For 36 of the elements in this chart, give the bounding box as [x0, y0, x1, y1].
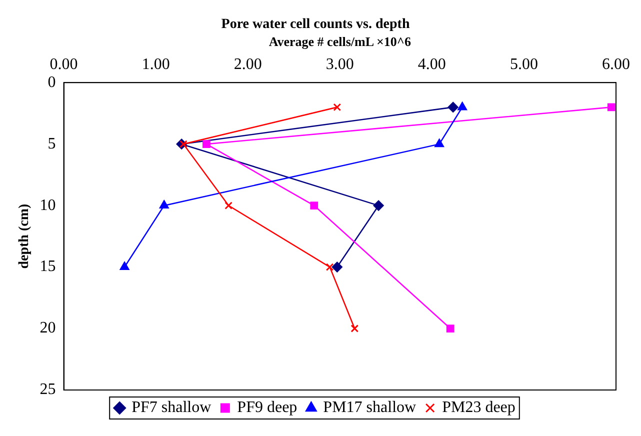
y-tick-label: 20	[40, 320, 56, 337]
point	[373, 200, 384, 211]
y-tick-label: 15	[40, 258, 56, 276]
y-tick-label: 10	[40, 196, 56, 214]
x-tick-label: 0.00	[50, 56, 78, 74]
point	[333, 103, 342, 112]
point	[350, 324, 359, 332]
x-tick-label: 4.00	[418, 56, 446, 74]
legend-label: PM23 deep	[442, 399, 516, 416]
legend-label: PM17 shallow	[323, 399, 417, 416]
legend-label: PF9 deep	[237, 399, 298, 416]
x-tick-label: 6.00	[602, 56, 630, 74]
y-axis-title: depth (cm)	[17, 203, 32, 269]
point	[202, 140, 210, 148]
point	[224, 202, 232, 210]
point	[326, 263, 334, 271]
point	[310, 202, 318, 210]
x-tick-label: 5.00	[510, 56, 538, 74]
point	[446, 324, 454, 332]
chart-title: Pore water cell counts vs. depth	[221, 17, 410, 32]
legend-label: PF7 shallow	[132, 399, 212, 416]
point	[434, 138, 444, 148]
x-tick-label: 1.00	[142, 56, 170, 74]
x-axis-title: Average # cells/mL ×10^6	[268, 34, 412, 49]
y-tick-label: 0	[48, 74, 56, 91]
point	[607, 103, 616, 112]
y-tick-label: 5	[48, 135, 56, 152]
point	[332, 262, 342, 272]
point	[120, 262, 130, 270]
y-tick-label: 25	[40, 381, 56, 398]
point	[180, 140, 188, 148]
point	[159, 200, 169, 209]
point	[458, 102, 467, 110]
x-tick-label: 2.00	[234, 56, 262, 74]
point	[448, 102, 458, 112]
x-tick-label: 3.00	[326, 56, 354, 74]
